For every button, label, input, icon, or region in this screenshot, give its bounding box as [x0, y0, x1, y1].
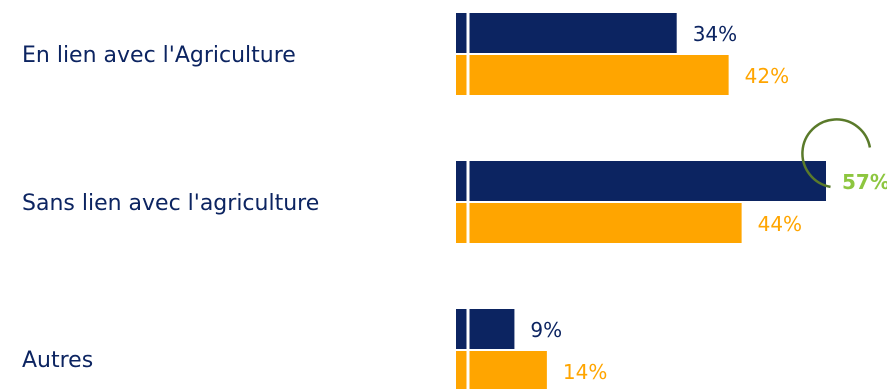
- highlight-ring: [801, 118, 872, 189]
- bar-s0-c0: [456, 13, 677, 53]
- value-label-s1-c2: 14%: [563, 360, 607, 384]
- value-label-s1-c0: 42%: [745, 64, 789, 88]
- bars: [456, 13, 826, 389]
- category-label-2: Autres: [22, 348, 93, 373]
- highlight-annotation: [801, 118, 872, 189]
- bar-s0-c2: [456, 309, 515, 349]
- bar-s0-c1: [456, 161, 826, 201]
- value-label-s0-c1: 57%: [842, 170, 887, 194]
- category-labels: En lien avec l'Agriculture Sans lien avec…: [22, 43, 319, 373]
- value-label-s1-c1: 44%: [758, 212, 802, 236]
- value-labels: 34% 42% 57% 44% 9%14%: [530, 22, 887, 384]
- value-label-s0-c2: 9%: [530, 318, 562, 342]
- category-label-1: Sans lien avec l'agriculture: [22, 191, 319, 216]
- category-label-0: En lien avec l'Agriculture: [22, 43, 296, 68]
- bar-s1-c2: [456, 351, 547, 389]
- value-label-s0-c0: 34%: [693, 22, 737, 46]
- bar-s1-c0: [456, 55, 729, 95]
- bar-s1-c1: [456, 203, 742, 243]
